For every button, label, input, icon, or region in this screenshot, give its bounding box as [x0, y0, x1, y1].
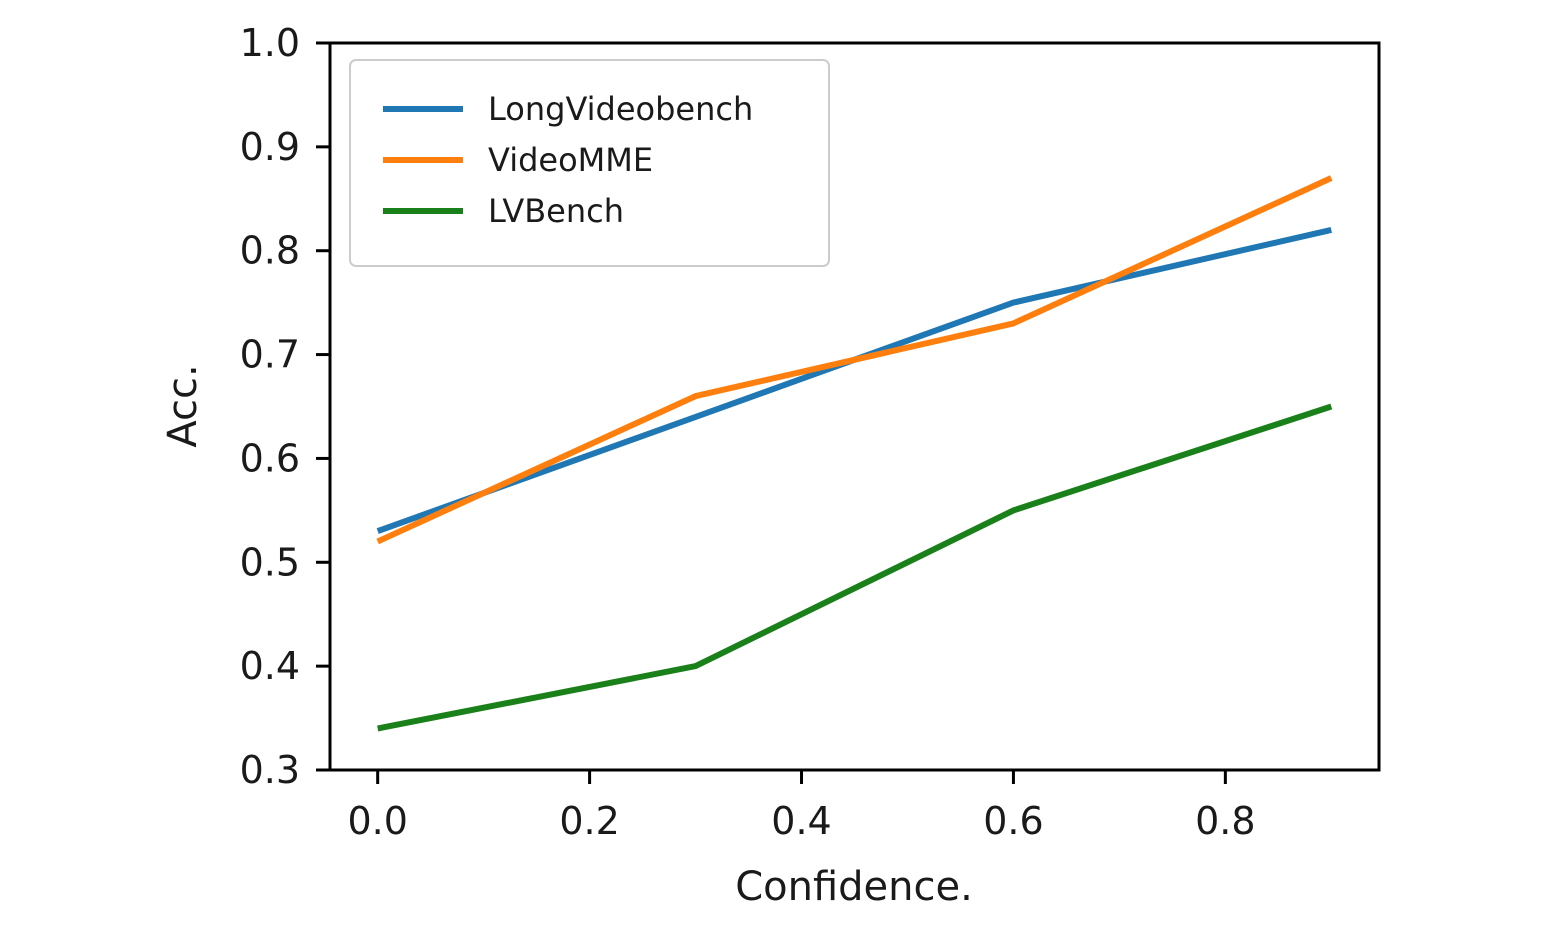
legend: LongVideobench VideoMME LVBench [349, 59, 830, 267]
x-tick-label: 0.4 [771, 799, 831, 843]
series-line [377, 403, 1333, 732]
x-tick-label: 0.0 [347, 799, 407, 843]
legend-label: LongVideobench [488, 90, 753, 128]
y-axis: 0.3 0.4 0.5 0.6 0.7 0.8 0.9 1.0 [240, 21, 330, 792]
y-axis-title: Acc. [160, 364, 206, 447]
legend-label: LVBench [488, 192, 624, 230]
y-tick-label: 1.0 [240, 21, 300, 65]
legend-label: VideoMME [488, 141, 653, 179]
y-tick-label: 0.5 [240, 540, 300, 584]
y-tick-label: 0.8 [240, 229, 300, 273]
x-tick-label: 0.2 [559, 799, 619, 843]
legend-box [349, 59, 830, 267]
y-tick-label: 0.9 [240, 125, 300, 169]
x-axis-title: Confidence. [735, 864, 973, 910]
x-tick-label: 0.8 [1195, 799, 1255, 843]
x-axis: 0.0 0.2 0.4 0.6 0.8 [347, 770, 1256, 843]
series-line [376, 226, 1332, 534]
y-tick-label: 0.7 [240, 333, 300, 377]
series-layer [376, 175, 1333, 732]
y-tick-label: 0.6 [240, 436, 300, 480]
y-tick-label: 0.3 [240, 748, 300, 792]
x-tick-label: 0.6 [983, 799, 1043, 843]
y-tick-label: 0.4 [240, 644, 300, 688]
series-line [376, 175, 1333, 545]
plot-frame [328, 41, 1381, 772]
